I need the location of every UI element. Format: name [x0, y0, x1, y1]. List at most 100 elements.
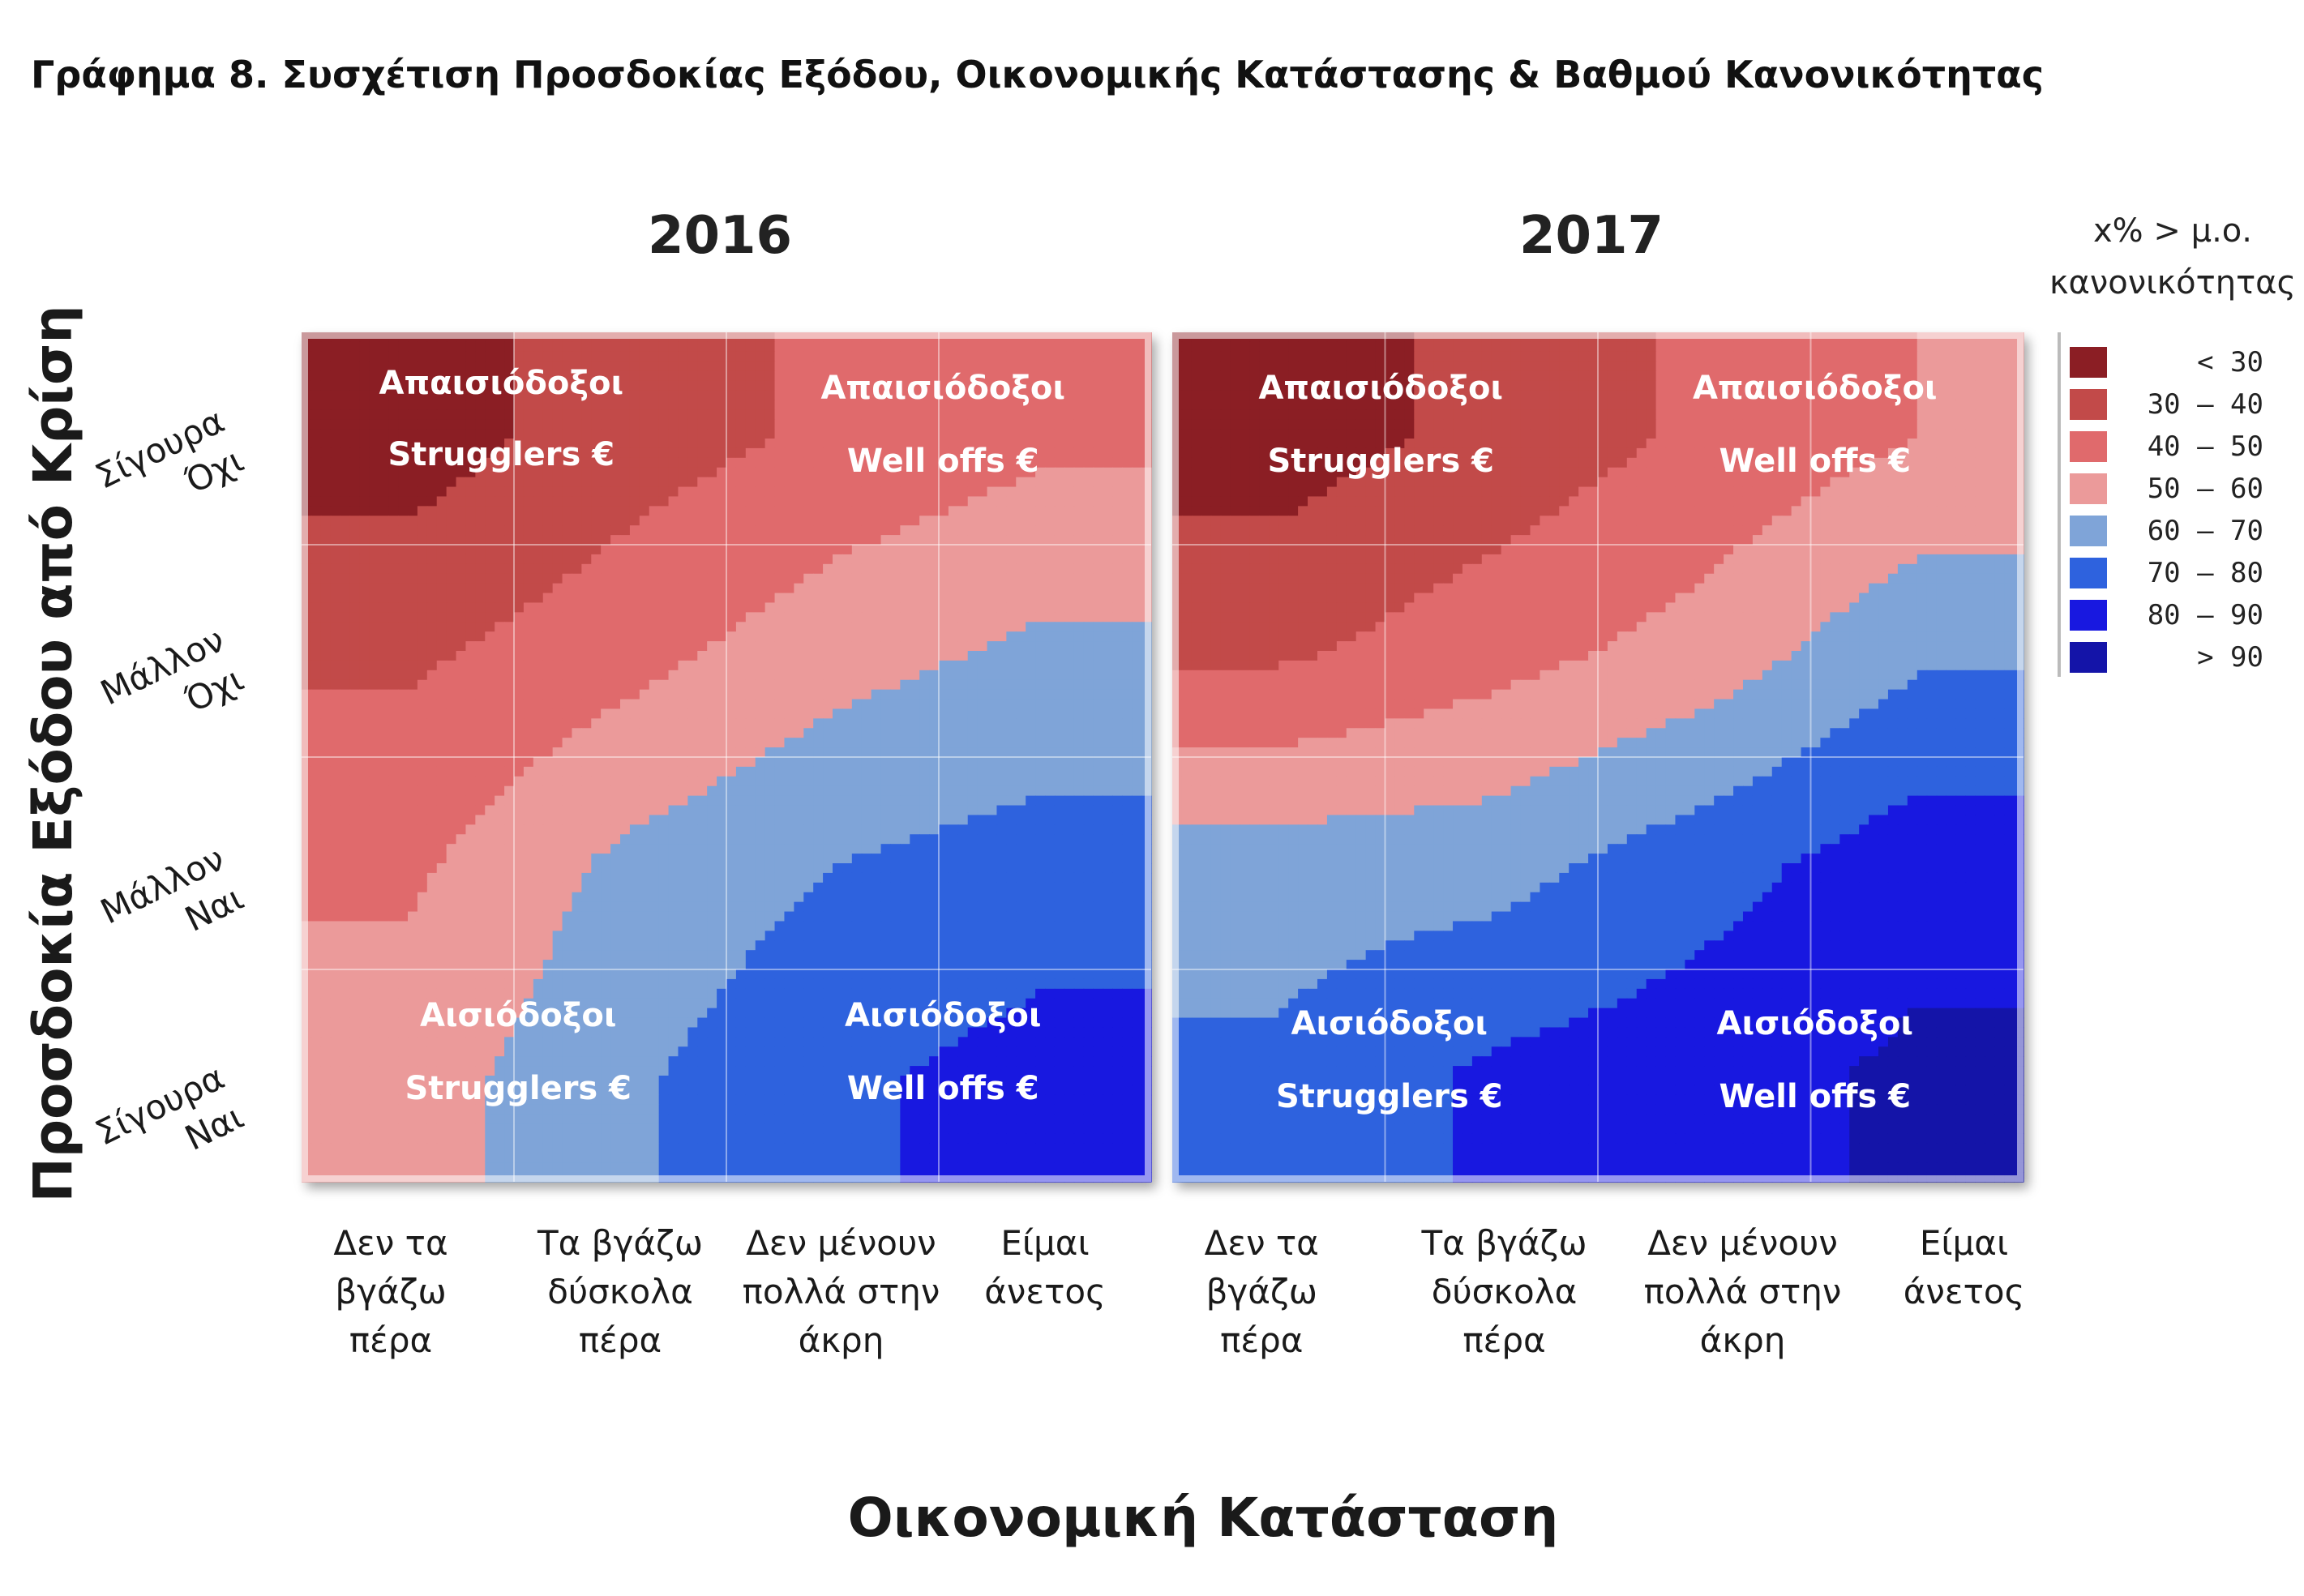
heatmap-cell [726, 795, 737, 807]
heatmap-cell [417, 593, 428, 604]
heatmap-cell [726, 409, 737, 420]
heatmap-cell [948, 728, 959, 738]
heatmap-cell [717, 409, 727, 420]
heatmap-cell [823, 351, 833, 362]
heatmap-cell [446, 390, 457, 400]
heatmap-cell [1112, 602, 1123, 613]
heatmap-cell [388, 689, 399, 700]
heatmap-cell [726, 535, 737, 546]
heatmap-cell [861, 679, 872, 691]
heatmap-cell [784, 477, 794, 488]
heatmap-cell [890, 641, 901, 652]
heatmap-cell [639, 429, 650, 439]
heatmap-cell [514, 738, 525, 748]
heatmap-cell [1026, 824, 1036, 835]
heatmap-cell [581, 785, 592, 797]
heatmap-cell [426, 390, 438, 400]
heatmap-cell [610, 834, 621, 845]
heatmap-cell [581, 535, 592, 546]
heatmap-cell [629, 728, 640, 738]
heatmap-cell [1006, 351, 1017, 362]
heatmap-cell [1103, 785, 1113, 797]
heatmap-cell [426, 341, 438, 353]
heatmap-cell [977, 738, 988, 748]
heatmap-cell [1112, 370, 1123, 382]
heatmap-cell [601, 370, 611, 382]
heatmap-cell [1132, 583, 1142, 594]
heatmap-cell [929, 496, 940, 507]
heatmap-cell [581, 738, 592, 748]
heatmap-cell [340, 496, 351, 507]
heatmap-cell [1103, 506, 1113, 516]
heatmap-cell [726, 554, 737, 565]
heatmap-cell [629, 757, 640, 768]
heatmap-cell [890, 651, 901, 661]
heatmap-cell [919, 486, 930, 498]
heatmap-cell [678, 400, 688, 410]
heatmap-cell [910, 660, 920, 671]
heatmap-cell [495, 535, 505, 546]
heatmap-cell [514, 361, 525, 372]
heatmap-cell [1083, 429, 1094, 439]
heatmap-cell [533, 785, 544, 797]
heatmap-cell [910, 776, 920, 787]
heatmap-cell [475, 728, 486, 738]
heatmap-cell [581, 341, 592, 353]
heatmap-cell [910, 708, 920, 719]
heatmap-cell [784, 439, 794, 449]
heatmap-cell [794, 573, 804, 584]
heatmap-cell [755, 699, 766, 710]
heatmap-cell [851, 622, 863, 632]
heatmap-cell [349, 622, 361, 632]
heatmap-cell [697, 409, 708, 420]
heatmap-cell [359, 757, 370, 768]
heatmap-cell [620, 824, 631, 835]
heatmap-cell [533, 612, 544, 623]
heatmap-cell [320, 815, 332, 825]
heatmap-cell [1054, 593, 1065, 604]
heatmap-cell [890, 824, 901, 835]
heatmap-cell [697, 554, 708, 565]
heatmap-cell [552, 583, 563, 594]
heatmap-cell [610, 545, 621, 555]
heatmap-cell [581, 583, 592, 594]
heatmap-cell [1073, 718, 1085, 729]
heatmap-cell [948, 795, 959, 807]
heatmap-cell [330, 766, 341, 777]
heatmap-cell [948, 573, 959, 584]
heatmap-cell [475, 747, 486, 758]
heatmap-cell [842, 689, 853, 700]
heatmap-cell [1064, 815, 1075, 825]
heatmap-cell [1073, 776, 1085, 787]
heatmap-cell [340, 351, 351, 362]
heatmap-cell [697, 872, 708, 884]
heatmap-cell [880, 834, 892, 845]
heatmap-cell [475, 545, 486, 555]
heatmap-cell [910, 785, 920, 797]
heatmap-cell [861, 844, 872, 854]
heatmap-cell [1122, 612, 1133, 623]
heatmap-cell [880, 863, 892, 874]
heatmap-cell [823, 370, 833, 382]
heatmap-cell [687, 872, 698, 884]
heatmap-cell [1026, 699, 1036, 710]
heatmap-cell [851, 785, 863, 797]
heatmap-cell [320, 641, 332, 652]
heatmap-cell [755, 457, 766, 469]
heatmap-cell [465, 612, 476, 623]
heatmap-cell [1073, 439, 1085, 449]
heatmap-cell [591, 854, 602, 864]
heatmap-cell [987, 689, 998, 700]
heatmap-cell [977, 506, 988, 516]
heatmap-cell [803, 834, 814, 845]
heatmap-cell [581, 757, 592, 768]
heatmap-cell [939, 728, 949, 738]
heatmap-cell [833, 718, 843, 729]
heatmap-cell [813, 535, 824, 546]
heatmap-cell [707, 872, 717, 884]
heatmap-cell [1083, 689, 1094, 700]
heatmap-cell [349, 612, 361, 623]
heatmap-cell [813, 496, 824, 507]
heatmap-cell [697, 457, 708, 469]
heatmap-cell [514, 670, 525, 681]
